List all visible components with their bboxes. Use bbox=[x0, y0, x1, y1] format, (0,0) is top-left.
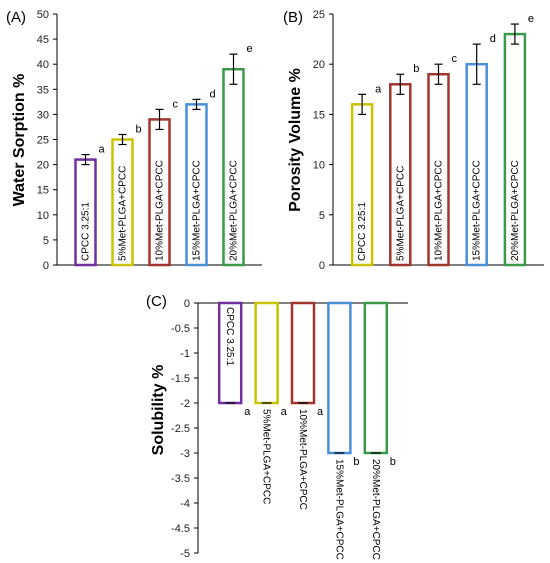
y-tick-label: 15 bbox=[37, 185, 49, 197]
y-tick-label: 45 bbox=[37, 34, 49, 46]
panel-label: (C) bbox=[146, 293, 167, 310]
y-tick-label: 20 bbox=[313, 59, 325, 71]
significance-letter: b bbox=[136, 123, 142, 135]
category-label: 10%Met-PLGA+CPCC bbox=[434, 160, 445, 261]
significance-letter: c bbox=[173, 98, 179, 110]
category-label: 20%Met-PLGA+CPCC bbox=[229, 160, 240, 261]
category-label: 10%Met-PLGA+CPCC bbox=[155, 160, 166, 261]
panel-label: (B) bbox=[283, 9, 303, 26]
significance-letter: a bbox=[375, 83, 382, 95]
y-tick-label: 5 bbox=[43, 235, 49, 247]
significance-letter: c bbox=[452, 53, 458, 65]
significance-letter: a bbox=[317, 406, 324, 418]
y-tick-label: 10 bbox=[313, 160, 325, 172]
category-label: CPCC 3.25:1 bbox=[81, 202, 92, 261]
y-tick-label: 10 bbox=[37, 210, 49, 222]
y-tick-label: 25 bbox=[37, 135, 49, 147]
category-label: 5%Met-PLGA+CPCC bbox=[261, 409, 272, 504]
y-tick-label: 40 bbox=[37, 59, 49, 71]
y-tick-label: 30 bbox=[37, 109, 49, 121]
category-label: 20%Met-PLGA+CPCC bbox=[370, 459, 381, 560]
significance-letter: a bbox=[99, 144, 106, 156]
category-label: 5%Met-PLGA+CPCC bbox=[395, 166, 406, 261]
y-tick-label: -4.5 bbox=[171, 523, 190, 535]
y-tick-label: 5 bbox=[319, 210, 325, 222]
significance-letter: e bbox=[528, 13, 534, 25]
y-axis-label: Solubility % bbox=[150, 365, 167, 456]
category-label: 15%Met-PLGA+CPCC bbox=[192, 160, 203, 261]
chart-panel-0: (A) Water Sorption % 0 5 10 15 20 25 30 35 40 45 50 a… bbox=[6, 9, 262, 272]
y-tick-label: -1 bbox=[180, 348, 190, 360]
category-label: CPCC 3.25:1 bbox=[224, 307, 235, 366]
y-tick-label: 35 bbox=[37, 84, 49, 96]
y-tick-label: -3 bbox=[180, 448, 190, 460]
significance-letter: b bbox=[390, 456, 396, 468]
bar bbox=[254, 301, 279, 405]
y-tick-label: 20 bbox=[37, 160, 49, 172]
category-label: 10%Met-PLGA+CPCC bbox=[297, 409, 308, 510]
significance-letter: b bbox=[413, 63, 419, 75]
chart-panel-2: (C) Solubility % 0 -0.5 -1 -1.5 -2 -2.5 -3 -3.5 -4… bbox=[146, 293, 408, 560]
y-axis-label: Porosity Volume % bbox=[287, 68, 304, 212]
chart-panel-1: (B) Porosity Volume % 0 5 10 15 20 25 a CPCC 3.25… bbox=[283, 9, 544, 272]
category-label: 20%Met-PLGA+CPCC bbox=[510, 160, 521, 261]
y-tick-label: 15 bbox=[313, 109, 325, 121]
bar bbox=[327, 301, 352, 455]
significance-letter: a bbox=[244, 406, 251, 418]
bar bbox=[290, 301, 316, 405]
category-label: 15%Met-PLGA+CPCC bbox=[472, 160, 483, 261]
y-tick-label: 0 bbox=[184, 298, 190, 310]
y-tick-label: -0.5 bbox=[171, 323, 190, 335]
y-tick-label: -5 bbox=[180, 548, 190, 560]
significance-letter: e bbox=[247, 43, 253, 55]
panel-label: (A) bbox=[6, 9, 26, 26]
y-tick-label: -2.5 bbox=[171, 423, 190, 435]
y-tick-label: 0 bbox=[43, 260, 49, 272]
category-label: 15%Met-PLGA+CPCC bbox=[333, 459, 344, 560]
y-tick-label: -3.5 bbox=[171, 473, 190, 485]
significance-letter: d bbox=[490, 33, 496, 45]
y-tick-label: 0 bbox=[319, 260, 325, 272]
significance-letter: d bbox=[210, 88, 216, 100]
bar bbox=[363, 301, 389, 455]
significance-letter: a bbox=[281, 406, 288, 418]
category-label: 5%Met-PLGA+CPCC bbox=[118, 166, 129, 261]
y-axis-label: Water Sorption % bbox=[11, 74, 28, 207]
y-tick-label: -4 bbox=[180, 498, 190, 510]
y-tick-label: 50 bbox=[37, 9, 49, 21]
significance-letter: b bbox=[353, 456, 359, 468]
y-tick-label: -2 bbox=[180, 398, 190, 410]
y-tick-label: 25 bbox=[313, 9, 325, 21]
y-tick-label: -1.5 bbox=[171, 373, 190, 385]
category-label: CPCC 3.25:1 bbox=[357, 202, 368, 261]
